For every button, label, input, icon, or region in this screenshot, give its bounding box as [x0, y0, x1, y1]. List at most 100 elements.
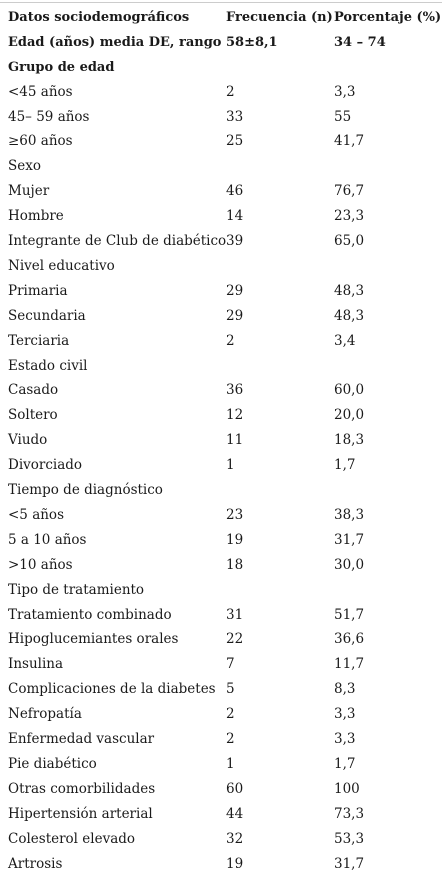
- row-label: Soltero: [8, 407, 58, 424]
- row-porcentaje: 51,7: [334, 606, 365, 623]
- row-porcentaje: 30,0: [334, 556, 365, 573]
- table-row: <5 años 23 38,3: [0, 503, 442, 528]
- row-label: Tipo de tratamiento: [8, 581, 145, 598]
- row-frecuencia: 2: [226, 83, 235, 100]
- row-frecuencia: 12: [226, 407, 244, 424]
- row-label: Mujer: [8, 183, 50, 200]
- row-label: Hombre: [8, 208, 64, 225]
- row-label: Artrosis: [8, 855, 63, 872]
- table-row: Tratamiento combinado 31 51,7: [0, 603, 442, 628]
- row-porcentaje: 23,3: [334, 208, 365, 225]
- row-label: Primaria: [8, 282, 68, 299]
- row-porcentaje: 60,0: [334, 382, 365, 399]
- row-frecuencia: 44: [226, 805, 244, 822]
- row-porcentaje: 34 – 74: [334, 34, 386, 50]
- row-label: Grupo de edad: [8, 59, 115, 75]
- row-frecuencia: 32: [226, 830, 244, 847]
- table-row: Edad (años) media DE, rango 58±8,1 34 – 74: [0, 30, 442, 55]
- table-row: <45 años 2 3,3: [0, 80, 442, 105]
- row-frecuencia: 1: [226, 755, 235, 772]
- row-label: Tiempo de diagnóstico: [8, 482, 163, 498]
- row-label: Sexo: [8, 158, 41, 175]
- table-row: Grupo de edad: [0, 55, 442, 80]
- row-label: 45– 59 años: [8, 108, 90, 125]
- table-row: Pie diabético 1 1,7: [0, 752, 442, 777]
- table-row: Casado 36 60,0: [0, 378, 442, 403]
- table-row: 5 a 10 años 19 31,7: [0, 528, 442, 553]
- table-row: Insulina 7 11,7: [0, 652, 442, 677]
- row-label: >10 años: [8, 556, 73, 573]
- row-label: Estado civil: [8, 357, 88, 374]
- row-label: Casado: [8, 382, 59, 399]
- table-row: Colesterol elevado 32 53,3: [0, 827, 442, 852]
- row-porcentaje: 8,3: [334, 681, 356, 698]
- row-label: <5 años: [8, 506, 64, 523]
- table-row: Otras comorbilidades 60 100: [0, 777, 442, 802]
- row-porcentaje: 53,3: [334, 830, 365, 847]
- row-label: Edad (años) media DE, rango: [8, 34, 222, 50]
- row-porcentaje: 31,7: [334, 855, 365, 872]
- table-row: ≥60 años 25 41,7: [0, 129, 442, 154]
- row-label: Integrante de Club de diabético: [8, 233, 227, 249]
- row-label: Divorciado: [8, 457, 83, 474]
- table-row: Soltero 12 20,0: [0, 403, 442, 428]
- row-porcentaje: 3,3: [334, 706, 356, 723]
- row-frecuencia: 23: [226, 506, 244, 523]
- row-label: 5 a 10 años: [8, 531, 87, 548]
- row-frecuencia: 14: [226, 208, 244, 225]
- table-row: Viudo 11 18,3: [0, 428, 442, 453]
- row-label: Viudo: [8, 432, 48, 449]
- row-label: <45 años: [8, 83, 73, 100]
- row-frecuencia: 31: [226, 606, 244, 623]
- table-row: 45– 59 años 33 55: [0, 105, 442, 130]
- row-porcentaje: 65,0: [334, 233, 365, 249]
- table-row: Sexo: [0, 154, 442, 179]
- row-label: Secundaria: [8, 307, 86, 324]
- table-row: Enfermedad vascular 2 3,3: [0, 727, 442, 752]
- row-porcentaje: 55: [334, 108, 352, 125]
- header-datos: Datos sociodemográficos: [8, 10, 190, 25]
- row-label: Pie diabético: [8, 755, 97, 772]
- table-row: Nivel educativo: [0, 254, 442, 279]
- row-porcentaje: 3,3: [334, 731, 356, 747]
- row-porcentaje: 18,3: [334, 432, 365, 449]
- row-porcentaje: 73,3: [334, 805, 365, 822]
- table-row: Estado civil: [0, 354, 442, 379]
- row-label: Nefropatía: [8, 706, 82, 723]
- row-frecuencia: 25: [226, 133, 244, 150]
- table-row: Nefropatía 2 3,3: [0, 702, 442, 727]
- table-row: Hipertensión arterial 44 73,3: [0, 802, 442, 827]
- row-label: Enfermedad vascular: [8, 731, 155, 747]
- row-porcentaje: 31,7: [334, 531, 365, 548]
- table-row: Divorciado 1 1,7: [0, 453, 442, 478]
- row-frecuencia: 2: [226, 731, 235, 747]
- row-porcentaje: 3,4: [334, 332, 356, 349]
- table-row: Mujer 46 76,7: [0, 179, 442, 204]
- row-frecuencia: 1: [226, 457, 235, 474]
- row-porcentaje: 38,3: [334, 506, 365, 523]
- row-frecuencia: 58±8,1: [226, 34, 278, 50]
- table-row: Secundaria 29 48,3: [0, 304, 442, 329]
- table-row: Complicaciones de la diabetes 5 8,3: [0, 677, 442, 702]
- row-frecuencia: 22: [226, 631, 244, 648]
- table-row: Terciaria 2 3,4: [0, 329, 442, 354]
- row-label: Hipertensión arterial: [8, 805, 153, 822]
- row-frecuencia: 18: [226, 556, 244, 573]
- row-label: Nivel educativo: [8, 257, 115, 274]
- row-porcentaje: 3,3: [334, 83, 356, 100]
- table-row: Integrante de Club de diabético 39 65,0: [0, 229, 442, 254]
- table-row: Hipoglucemiantes orales 22 36,6: [0, 627, 442, 652]
- row-label: Otras comorbilidades: [8, 780, 156, 797]
- row-frecuencia: 33: [226, 108, 244, 125]
- row-frecuencia: 19: [226, 531, 244, 548]
- header-porcentaje: Porcentaje (%): [334, 10, 442, 25]
- table-row: Artrosis 19 31,7: [0, 852, 442, 877]
- table-row: Hombre 14 23,3: [0, 204, 442, 229]
- row-label: Hipoglucemiantes orales: [8, 631, 179, 648]
- row-frecuencia: 19: [226, 855, 244, 872]
- table-top-rule: [0, 2, 442, 3]
- row-label: Insulina: [8, 656, 64, 673]
- table-row: Primaria 29 48,3: [0, 279, 442, 304]
- row-porcentaje: 36,6: [334, 631, 365, 648]
- table-row: Tiempo de diagnóstico: [0, 478, 442, 503]
